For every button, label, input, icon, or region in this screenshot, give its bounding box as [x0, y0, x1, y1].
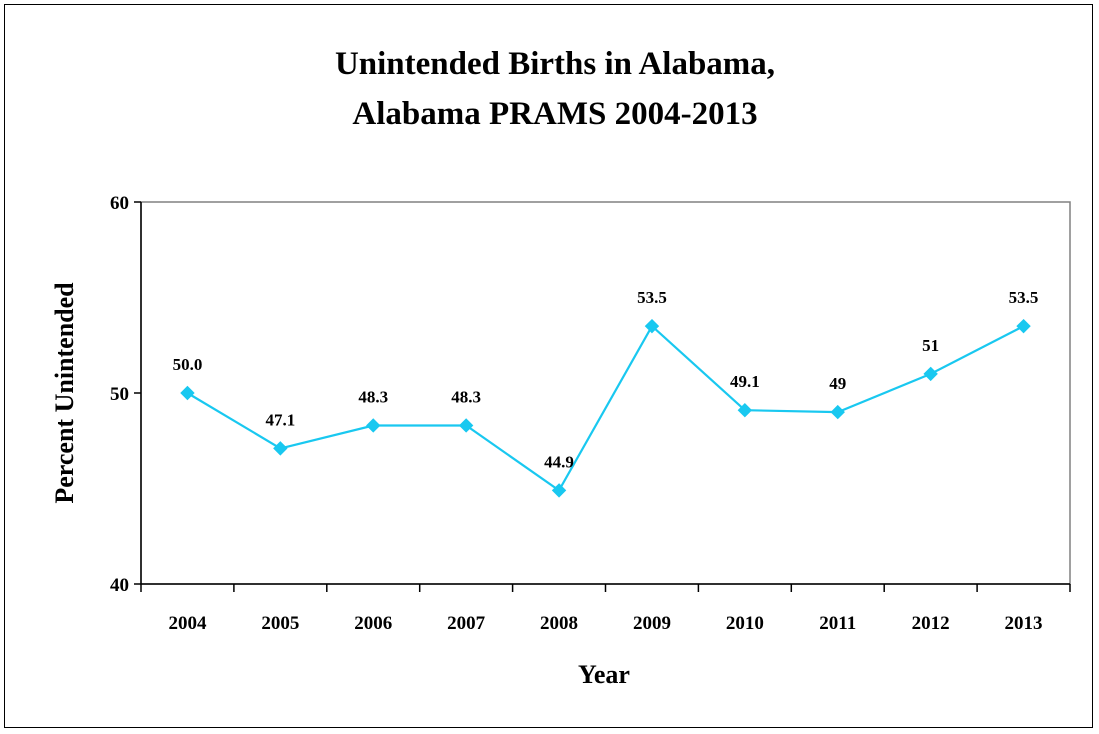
data-point-marker — [458, 418, 474, 433]
data-label: 50.0 — [173, 355, 203, 374]
data-point-marker — [737, 402, 753, 418]
plot-area — [140, 201, 1071, 585]
x-tick-label: 2013 — [1005, 613, 1043, 634]
data-point-marker — [1016, 318, 1031, 334]
data-point-marker — [923, 366, 938, 382]
y-axis-title: Percent Unintended — [50, 282, 79, 504]
x-axis-title: Year — [578, 660, 630, 689]
series-group: 50.0 47.1 48.3 48.3 44.9 53.5 49.1 49 51 53.5 — [173, 288, 1039, 498]
x-tick-label: 2004 — [168, 613, 207, 634]
series-line — [186, 324, 1025, 492]
data-label: 53.5 — [1009, 288, 1039, 307]
x-tick-label: 2007 — [447, 613, 486, 634]
chart-title-line-2: Alabama PRAMS 2004-2013 — [352, 96, 757, 132]
data-point-marker — [273, 441, 288, 456]
x-tick-label: 2012 — [912, 613, 950, 634]
data-label: 48.3 — [451, 387, 481, 406]
data-point-marker — [644, 318, 660, 334]
y-axis: 40 50 60 — [110, 193, 142, 596]
x-tick-label: 2006 — [354, 613, 392, 634]
data-point-marker — [551, 483, 567, 498]
chart-title-line-1: Unintended Births in Alabama, — [335, 46, 775, 82]
x-tick-label: 2009 — [633, 613, 671, 634]
chart-frame — [4, 4, 1093, 728]
data-point-marker — [180, 385, 195, 401]
x-tick-label: 2008 — [540, 613, 578, 634]
x-tick-label: 2005 — [261, 613, 299, 634]
x-tick-label: 2010 — [726, 613, 764, 634]
data-label: 53.5 — [637, 288, 667, 307]
data-point-marker — [830, 404, 845, 420]
data-label: 51 — [922, 336, 939, 355]
y-tick-label: 60 — [110, 193, 129, 214]
data-label: 47.1 — [265, 410, 295, 429]
data-label: 49 — [829, 374, 846, 393]
data-label: 48.3 — [358, 387, 388, 406]
y-tick-label: 40 — [110, 575, 129, 596]
data-label: 44.9 — [544, 452, 574, 471]
x-axis: 2004 2005 2006 2007 2008 2009 2010 2011 2012 2013 — [140, 583, 1071, 634]
data-label: 49.1 — [730, 372, 760, 391]
x-tick-label: 2011 — [819, 613, 856, 634]
data-point-marker — [366, 418, 381, 433]
y-tick-label: 50 — [110, 384, 129, 405]
